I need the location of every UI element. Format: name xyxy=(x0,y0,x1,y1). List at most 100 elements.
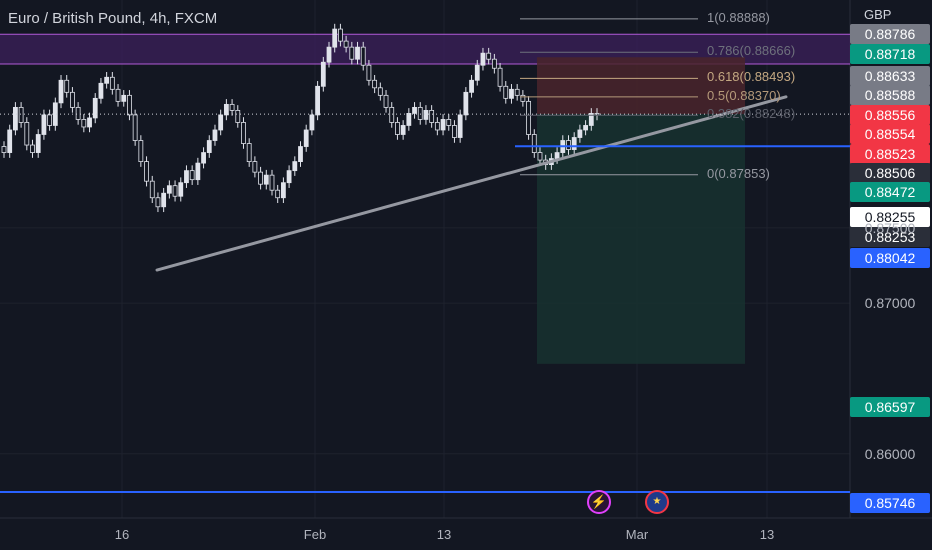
candle-body xyxy=(315,85,321,116)
candle-body xyxy=(514,88,520,96)
candle-body xyxy=(109,76,115,90)
candle-body xyxy=(463,91,469,116)
candle-body xyxy=(457,114,463,138)
trendline xyxy=(155,95,788,272)
candle-body xyxy=(491,58,497,69)
candle-body xyxy=(588,113,594,126)
candle-body xyxy=(18,106,24,123)
candle-body xyxy=(206,140,212,153)
candle-body xyxy=(332,28,338,48)
candle-body xyxy=(161,192,167,208)
drawing-lines[interactable] xyxy=(0,18,850,493)
candle-body xyxy=(338,28,343,42)
fib-level-label: 0.786(0.88666) xyxy=(707,43,796,59)
candle-body xyxy=(127,94,132,116)
candle-body xyxy=(92,97,98,119)
candle-body xyxy=(383,94,389,108)
price-badge-blue: 0.85746 xyxy=(850,493,930,513)
price-badge-gray: 0.88633 xyxy=(850,66,930,86)
candle-body xyxy=(166,185,172,194)
candle-body xyxy=(7,129,13,153)
candle-body xyxy=(30,144,35,153)
time-tick-label: Mar xyxy=(625,527,649,542)
candle-body xyxy=(149,180,155,199)
price-tick-label: 0.86000 xyxy=(864,445,916,462)
candle-body xyxy=(497,67,503,87)
candle-body xyxy=(412,106,417,114)
eu-flag-event-icon[interactable]: ★ xyxy=(645,490,669,514)
candle-body xyxy=(395,122,400,135)
candle-body xyxy=(223,103,229,116)
chart-title: Euro / British Pound, 4h, FXCM xyxy=(8,10,218,27)
fib-level-label: 0.618(0.88493) xyxy=(707,69,796,85)
price-tick-label: 0.87000 xyxy=(864,295,916,312)
candle-body xyxy=(326,46,332,63)
time-tick-label: 16 xyxy=(114,527,130,542)
price-tick-label: 0.87500 xyxy=(864,219,916,236)
fib-level-label: 1(0.88888) xyxy=(707,9,770,25)
price-badge-red: 0.88554 xyxy=(850,124,930,144)
candle-body xyxy=(58,79,64,104)
candle-body xyxy=(554,152,560,159)
candle-body xyxy=(132,114,138,141)
candle-body xyxy=(486,52,492,60)
candle-body xyxy=(144,161,149,182)
candle-body xyxy=(355,46,360,60)
candle-body xyxy=(13,106,18,131)
candle-body xyxy=(566,140,571,150)
candle-body xyxy=(172,185,178,197)
time-tick-label: Feb xyxy=(303,527,327,542)
candle-body xyxy=(246,143,252,163)
candle-body xyxy=(235,110,241,123)
price-badge-red: 0.88556 xyxy=(850,105,930,125)
candle-body xyxy=(1,146,7,153)
candle-body xyxy=(303,129,309,147)
candle-body xyxy=(583,125,588,131)
candle-body xyxy=(104,76,110,84)
candle-body xyxy=(75,106,81,120)
fib-level-label: 0(0.87853) xyxy=(707,165,770,181)
candle-body xyxy=(70,91,75,108)
candle-body xyxy=(229,103,235,111)
candle-body xyxy=(343,40,349,48)
candle-body xyxy=(594,113,600,116)
candle-body xyxy=(298,146,303,163)
candle-body xyxy=(280,182,286,199)
price-badge-green: 0.88472 xyxy=(850,182,930,202)
candle-body xyxy=(258,171,263,185)
price-badge-gray: 0.88588 xyxy=(850,85,930,105)
candle-body xyxy=(377,87,383,96)
flash-event-icon[interactable]: ⚡ xyxy=(587,490,611,514)
candle-body xyxy=(269,174,275,191)
candle-body xyxy=(406,113,412,126)
candle-body xyxy=(201,152,206,164)
candle-body xyxy=(98,82,104,99)
candle-body xyxy=(64,79,70,93)
candle-body xyxy=(178,182,184,197)
candle-body xyxy=(218,114,224,131)
candle-body xyxy=(577,129,583,138)
candle-body xyxy=(452,125,457,138)
price-badge-green: 0.86597 xyxy=(850,397,930,417)
fib-level-label: 0.5(0.88370) xyxy=(707,87,781,103)
candle-body xyxy=(480,52,486,66)
time-tick-label: 13 xyxy=(759,527,775,542)
candle-body xyxy=(184,170,189,184)
candle-body xyxy=(440,119,446,131)
price-badge-white: 0.88255 xyxy=(850,207,930,227)
candle-body xyxy=(121,94,127,102)
price-badge-dark: 0.88253 xyxy=(850,227,930,247)
candles xyxy=(1,23,600,213)
candle-body xyxy=(47,114,53,126)
currency-label[interactable]: GBP xyxy=(864,7,892,22)
candle-body xyxy=(87,117,92,128)
candle-body xyxy=(360,46,366,66)
candle-body xyxy=(252,161,258,173)
price-badge-green: 0.88718 xyxy=(850,44,930,64)
candle-body xyxy=(372,79,378,89)
time-tick-label: 13 xyxy=(436,527,452,542)
price-badge-dark: 0.88506 xyxy=(850,163,930,183)
candle-body xyxy=(41,114,47,135)
